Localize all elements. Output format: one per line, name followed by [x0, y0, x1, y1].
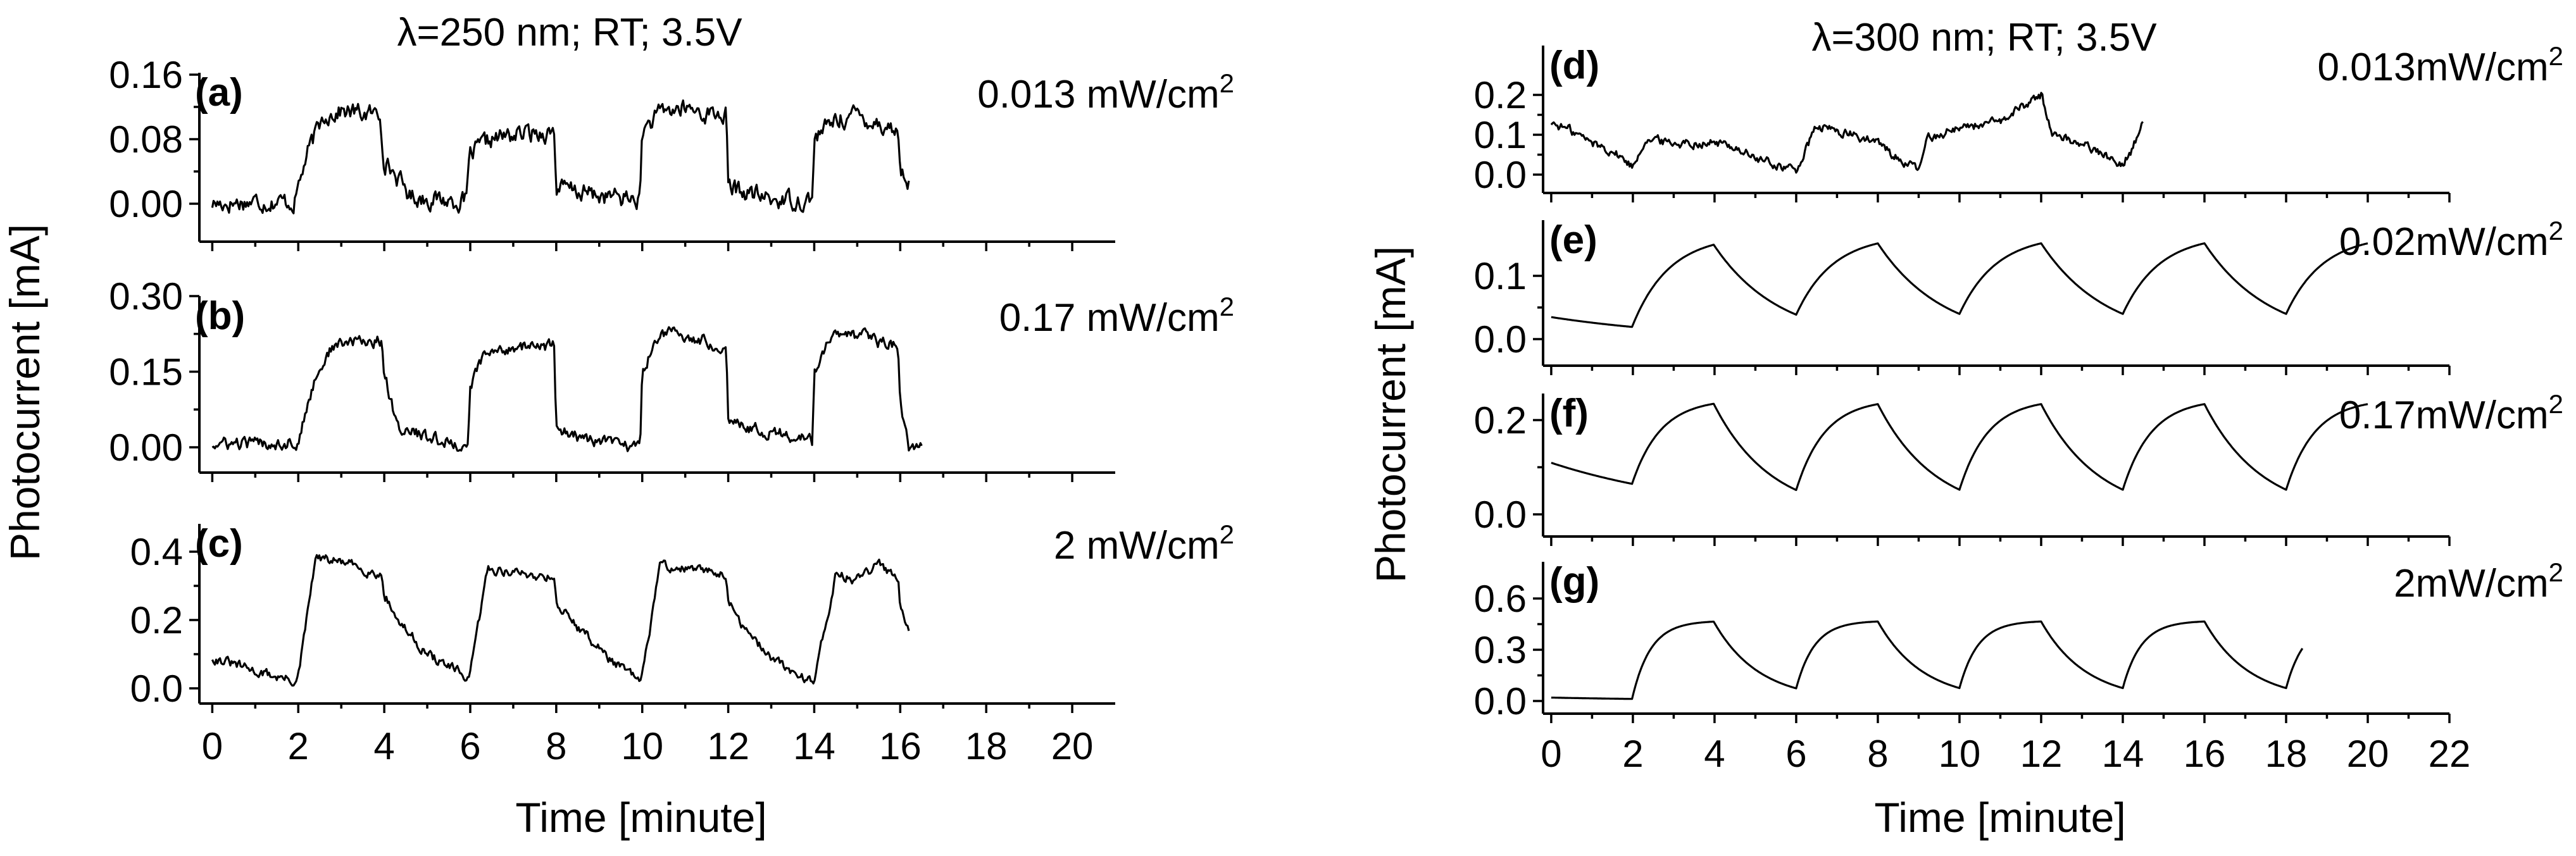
panel-label: (g) — [1549, 560, 1599, 604]
y-tick-label: 0.2 — [130, 599, 183, 642]
intensity-value: 0.013 mW/cm — [977, 73, 1219, 116]
x-tick-label: 18 — [2265, 733, 2308, 775]
panel-label: (d) — [1549, 44, 1599, 87]
photocurrent-trace — [1550, 92, 2144, 174]
panel-b: 0.00 0.15 0.30 (b) 0.17 mW/cm2 — [109, 275, 1234, 482]
right-y-axis-title: Photocurrent [mA] — [1367, 246, 1414, 583]
x-tick-label: 10 — [1939, 733, 1981, 775]
y-tick-label: 0.00 — [109, 426, 183, 469]
x-tick-label: 8 — [546, 725, 566, 767]
intensity-label: 0.013 mW/cm2 — [977, 68, 1234, 116]
left-x-axis-title: Time [minute] — [515, 794, 766, 841]
intensity-label: 0.013mW/cm2 — [2317, 41, 2563, 89]
x-tick-label: 12 — [2020, 733, 2063, 775]
intensity-value: 0.013mW/cm — [2317, 46, 2548, 89]
y-tick-label: 0.0 — [1474, 154, 1527, 196]
intensity-value: 0.17 mW/cm — [999, 296, 1220, 340]
intensity-superscript: 2 — [1220, 68, 1234, 98]
x-tick-label: 20 — [2347, 733, 2389, 775]
panel-a: 0.00 0.08 0.16 (a) 0.013 mW/cm2 — [109, 54, 1234, 251]
intensity-superscript: 2 — [1220, 519, 1234, 549]
panel-d: 0.00.10.2 (d) 0.013mW/cm2 — [1474, 41, 2563, 202]
intensity-label: 0.17mW/cm2 — [2339, 389, 2563, 437]
x-tick-label: 16 — [879, 725, 922, 767]
y-tick-label: 0.00 — [109, 183, 183, 225]
y-tick-label: 0.2 — [1474, 399, 1527, 442]
panel-label: (e) — [1549, 218, 1597, 262]
y-tick-label: 0.1 — [1474, 255, 1527, 297]
intensity-value: 0.17mW/cm — [2339, 394, 2549, 437]
photocurrent-trace — [1551, 402, 2368, 492]
intensity-value: 0.02mW/cm — [2339, 220, 2549, 264]
y-tick-label: 0.0 — [1474, 318, 1527, 361]
y-tick-label: 0.08 — [109, 118, 183, 161]
panel-label: (f) — [1549, 392, 1589, 435]
panel-e: 0.0 0.1 (e) 0.02mW/cm2 — [1474, 216, 2563, 375]
y-tick-label: 0.1 — [1474, 114, 1527, 156]
x-tick-label: 16 — [2184, 733, 2226, 775]
left-chart-title: λ=250 nm; RT; 3.5V — [397, 11, 742, 54]
intensity-label: 0.17 mW/cm2 — [999, 292, 1234, 340]
x-tick-label: 6 — [460, 725, 480, 767]
y-tick-label: 0.0 — [130, 667, 183, 710]
photocurrent-trace — [211, 554, 910, 687]
panel-g: 0.00.30.60 2 4 6 8 10 12 14 16 18 20 22(g) 2mW/cm2 — [1474, 557, 2563, 775]
x-tick-label: 8 — [1867, 733, 1888, 775]
x-tick-label: 18 — [965, 725, 1008, 767]
chart-0: 0.000.080.16 (a) 0.013 mW/cm20.000.150.30(… — [109, 54, 1234, 767]
intensity-superscript: 2 — [1220, 292, 1234, 321]
x-tick-label: 20 — [1051, 725, 1094, 767]
x-tick-label: 2 — [1622, 733, 1643, 775]
intensity-superscript: 2 — [2549, 389, 2563, 419]
photocurrent-trace — [211, 326, 923, 452]
x-tick-label: 6 — [1785, 733, 1806, 775]
x-tick-label: 4 — [373, 725, 394, 767]
intensity-superscript: 2 — [2549, 557, 2563, 587]
y-tick-label: 0.0 — [1474, 680, 1527, 723]
x-tick-label: 0 — [1541, 733, 1561, 775]
intensity-label: 0.02mW/cm2 — [2339, 216, 2563, 264]
left-y-axis-title: Photocurrent [mA] — [1, 224, 48, 561]
x-tick-label: 2 — [288, 725, 309, 767]
y-tick-label: 0.3 — [1474, 629, 1527, 671]
y-tick-label: 0.0 — [1474, 493, 1527, 536]
x-tick-label: 10 — [621, 725, 663, 767]
panel-label: (b) — [195, 294, 245, 338]
y-tick-label: 0.4 — [130, 531, 183, 573]
x-tick-label: 4 — [1704, 733, 1725, 775]
photocurrent-trace — [1551, 242, 2368, 328]
photocurrent-trace — [211, 99, 910, 214]
panel-group: 0.000.080.16 (a) 0.013 mW/cm20.000.150.30(… — [109, 41, 2563, 775]
intensity-superscript: 2 — [2549, 41, 2563, 71]
y-tick-label: 0.16 — [109, 54, 183, 96]
x-tick-label: 22 — [2429, 733, 2471, 775]
intensity-value: 2mW/cm — [2394, 562, 2549, 605]
x-tick-label: 14 — [793, 725, 835, 767]
intensity-label: 2 mW/cm2 — [1054, 519, 1234, 568]
x-tick-label: 0 — [202, 725, 223, 767]
intensity-label: 2mW/cm2 — [2394, 557, 2563, 605]
panel-f: 0.0 0.2 (f) 0.17mW/cm2 — [1474, 389, 2563, 546]
y-tick-label: 0.6 — [1474, 578, 1527, 620]
x-tick-label: 14 — [2102, 733, 2144, 775]
panel-label: (a) — [195, 71, 243, 115]
intensity-value: 2 mW/cm — [1054, 524, 1220, 568]
y-tick-label: 0.2 — [1474, 74, 1527, 116]
intensity-superscript: 2 — [2549, 216, 2563, 245]
right-chart-title: λ=300 nm; RT; 3.5V — [1811, 16, 2157, 59]
y-tick-label: 0.15 — [109, 351, 183, 394]
y-tick-label: 0.30 — [109, 275, 183, 318]
panel-label: (c) — [195, 522, 243, 566]
x-tick-label: 12 — [707, 725, 749, 767]
panel-c: 0.00.20.40 2 4 6 8 10 12 14 16 18 20(c) 2 mW/cm2 — [130, 519, 1234, 767]
right-x-axis-title: Time [minute] — [1874, 794, 2125, 841]
photocurrent-trace — [1551, 620, 2304, 700]
